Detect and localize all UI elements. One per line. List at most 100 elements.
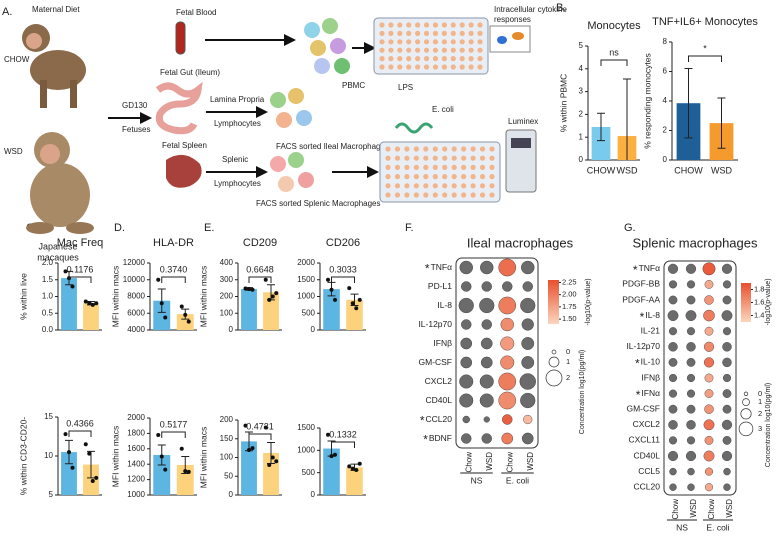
- dot: [703, 309, 715, 322]
- row-label: IL-10: [641, 357, 661, 367]
- label: Splenic: [222, 155, 248, 164]
- data-point: [329, 454, 334, 459]
- dot: [721, 450, 733, 462]
- dot: [480, 337, 493, 350]
- row-label: GM-CSF: [626, 403, 660, 413]
- bar: [83, 303, 99, 330]
- label: LPS: [398, 83, 413, 92]
- dot: [668, 436, 678, 445]
- colorbar-tick-label: 2.00: [562, 290, 577, 299]
- column-label: WSD: [526, 452, 535, 471]
- well: [441, 30, 447, 36]
- dot: [521, 432, 534, 445]
- bar: [241, 441, 257, 495]
- comparison-bracket: [331, 276, 355, 283]
- column-label: WSD: [725, 499, 734, 518]
- well: [470, 183, 476, 189]
- data-point: [90, 478, 95, 483]
- data-point: [163, 467, 168, 472]
- label: Japanese: [38, 241, 77, 251]
- well: [479, 192, 486, 198]
- x-tick-label: CHOW: [674, 165, 703, 175]
- label: E. coli: [432, 105, 454, 114]
- comparison-bracket: [600, 59, 628, 66]
- data-point: [326, 432, 330, 437]
- y-tick-label: 1800: [127, 429, 145, 438]
- p-value: 0.3740: [160, 264, 188, 274]
- label: macaques: [37, 252, 79, 262]
- y-tick-label: 1000: [297, 292, 315, 301]
- y-tick-label: 1500: [297, 275, 315, 284]
- p-value: 0.4366: [66, 418, 94, 428]
- well: [468, 30, 474, 36]
- significance-star: *: [635, 357, 640, 371]
- well: [468, 64, 474, 70]
- dot: [704, 389, 714, 398]
- bacteria-icon: [394, 122, 434, 134]
- size-legend-title: Concentration log10(pg/ml): [579, 350, 586, 434]
- y-tick-label: 4000: [127, 325, 145, 334]
- well: [423, 39, 430, 45]
- row-label: CD40L: [426, 395, 453, 405]
- label: Fetal Blood: [176, 8, 216, 17]
- dot: [722, 327, 732, 336]
- luminex-icon: [505, 129, 537, 193]
- label: Fetal Spleen: [162, 141, 207, 150]
- well: [451, 183, 457, 189]
- plate-icon: [379, 141, 501, 203]
- chart-title: Mac Freq: [57, 237, 103, 249]
- well: [432, 155, 438, 161]
- well: [442, 174, 448, 180]
- well: [450, 22, 456, 28]
- dot: [667, 263, 679, 274]
- dot: [722, 280, 732, 289]
- dot: [686, 342, 696, 352]
- size-legend-title: Concentration log10(pg/ml): [765, 383, 772, 467]
- plate-icon: [373, 17, 489, 75]
- y-axis-label: MFI within macs: [110, 266, 120, 327]
- group-label: NS: [471, 475, 483, 485]
- comparison-bracket: [161, 431, 186, 438]
- label: GD130: [122, 101, 148, 110]
- data-point: [156, 432, 161, 437]
- data-point: [247, 286, 251, 291]
- well: [423, 164, 429, 170]
- dot: [722, 295, 732, 305]
- dot: [703, 450, 715, 462]
- well: [385, 192, 391, 198]
- well: [394, 164, 401, 170]
- well: [459, 39, 465, 45]
- row-label: GM-CSF: [418, 357, 452, 367]
- dot: [703, 419, 715, 431]
- dot: [722, 404, 732, 414]
- dot: [461, 319, 472, 330]
- dot: [521, 318, 534, 331]
- well: [415, 47, 421, 53]
- bar-chart: 0 500 1000 1500 0.1332: [297, 423, 366, 499]
- dot: [498, 258, 517, 277]
- dot: [686, 295, 696, 305]
- row-label: PD-L1: [428, 281, 452, 291]
- chart-title: CD209: [243, 237, 277, 249]
- data-point: [156, 277, 161, 282]
- well: [423, 47, 430, 53]
- dot: [480, 260, 494, 275]
- label: WSD: [4, 147, 23, 156]
- well: [477, 39, 483, 45]
- p-value: 0.1176: [67, 264, 94, 274]
- dot: [702, 262, 716, 276]
- dot: [481, 433, 492, 444]
- dot: [668, 280, 678, 289]
- well: [432, 146, 438, 152]
- well: [404, 174, 410, 180]
- dot: [498, 296, 517, 315]
- dot: [685, 450, 697, 462]
- well: [451, 192, 457, 198]
- well: [479, 155, 486, 161]
- row-label: IL-12p70: [626, 341, 660, 351]
- well: [379, 64, 385, 70]
- p-value: ns: [609, 47, 619, 57]
- column-label: WSD: [485, 452, 494, 471]
- data-point: [250, 446, 255, 451]
- data-point: [159, 454, 164, 459]
